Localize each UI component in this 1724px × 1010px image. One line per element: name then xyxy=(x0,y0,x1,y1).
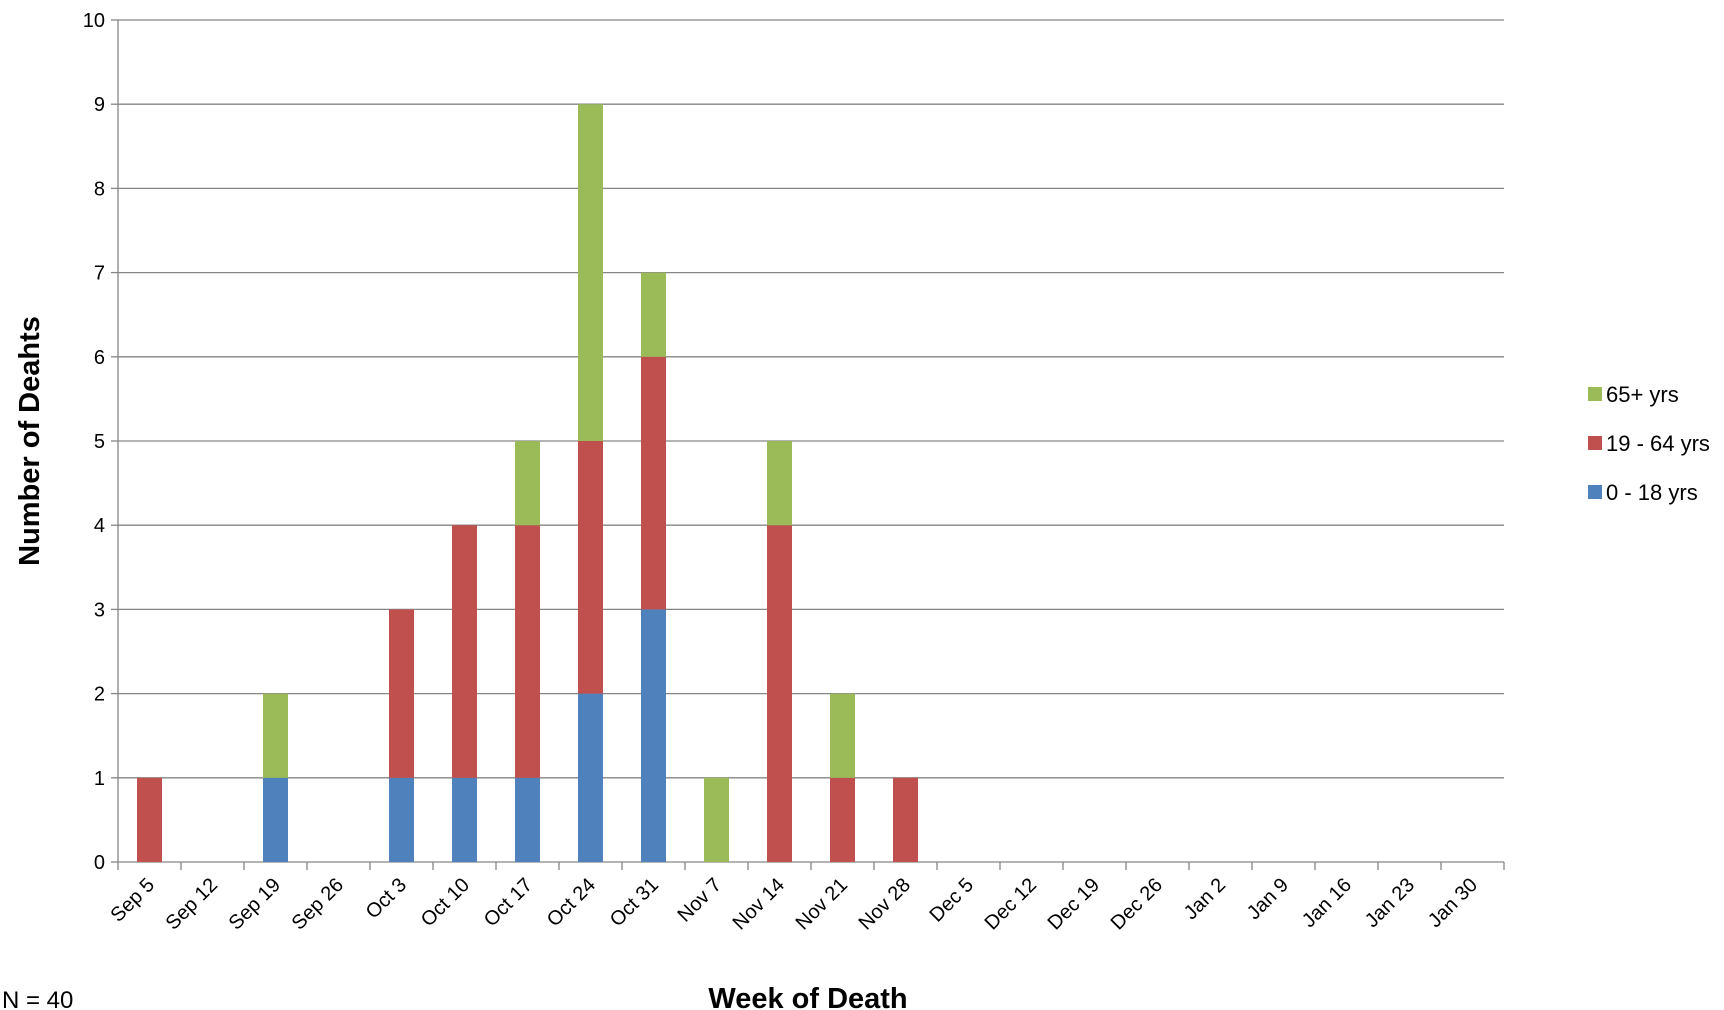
x-tick-label-jan-9: Jan 9 xyxy=(1243,874,1293,924)
bar-nov-21-series-2 xyxy=(830,693,855,778)
bar-nov-14-series-1 xyxy=(767,525,792,862)
y-tick-label-5: 5 xyxy=(94,431,105,453)
y-tick-label-9: 9 xyxy=(94,94,105,116)
bar-oct-24-series-1 xyxy=(578,441,603,694)
bar-nov-7-series-2 xyxy=(704,777,729,862)
bar-oct-31-series-1 xyxy=(641,356,666,610)
bar-oct-3-series-0 xyxy=(389,777,414,862)
x-tick-label-oct-10: Oct 10 xyxy=(417,874,474,931)
bar-sep-19-series-0 xyxy=(263,777,288,862)
bar-sep-5-series-1 xyxy=(137,777,162,862)
y-tick-label-4: 4 xyxy=(94,515,105,537)
x-tick-label-jan-30: Jan 30 xyxy=(1424,874,1482,932)
x-tick-label-dec-26: Dec 26 xyxy=(1107,874,1167,934)
bar-nov-28-series-1 xyxy=(893,777,918,862)
legend-label-0: 65+ yrs xyxy=(1606,382,1679,407)
legend-swatch-0 xyxy=(1588,387,1602,401)
legend-swatch-1 xyxy=(1588,436,1602,450)
bar-oct-17-series-2 xyxy=(515,441,540,526)
y-tick-label-1: 1 xyxy=(94,768,105,790)
bar-oct-17-series-1 xyxy=(515,525,540,778)
x-tick-label-oct-31: Oct 31 xyxy=(606,874,663,931)
bar-oct-24-series-0 xyxy=(578,693,603,862)
x-tick-label-oct-17: Oct 17 xyxy=(480,874,537,931)
x-tick-label-jan-23: Jan 23 xyxy=(1361,874,1419,932)
x-tick-label-sep-12: Sep 12 xyxy=(162,874,222,934)
y-axis-title: Number of Deahts xyxy=(14,316,46,566)
bar-oct-3-series-1 xyxy=(389,609,414,778)
x-tick-label-jan-16: Jan 16 xyxy=(1298,874,1356,932)
x-tick-label-sep-5: Sep 5 xyxy=(107,874,160,927)
legend-swatch-2 xyxy=(1588,485,1602,499)
bar-oct-31-series-0 xyxy=(641,609,666,862)
x-tick-label-sep-26: Sep 26 xyxy=(288,874,348,934)
bar-nov-21-series-1 xyxy=(830,777,855,862)
bar-oct-10-series-0 xyxy=(452,777,477,862)
y-tick-label-3: 3 xyxy=(94,599,105,621)
sample-size-note: N = 40 xyxy=(2,987,73,1010)
x-tick-label-sep-19: Sep 19 xyxy=(225,874,285,934)
x-tick-label-nov-7: Nov 7 xyxy=(674,874,727,927)
y-tick-label-6: 6 xyxy=(94,347,105,369)
x-tick-label-oct-24: Oct 24 xyxy=(543,874,600,931)
bar-nov-14-series-2 xyxy=(767,441,792,526)
bar-sep-19-series-2 xyxy=(263,693,288,778)
y-tick-label-8: 8 xyxy=(94,178,105,200)
x-tick-label-nov-28: Nov 28 xyxy=(855,874,915,934)
y-tick-label-2: 2 xyxy=(94,684,105,706)
y-tick-label-0: 0 xyxy=(94,852,105,874)
bar-oct-31-series-2 xyxy=(641,272,666,357)
x-axis-title: Week of Death xyxy=(708,983,907,1010)
x-tick-label-dec-19: Dec 19 xyxy=(1044,874,1104,934)
legend-label-2: 0 - 18 yrs xyxy=(1606,480,1698,505)
x-tick-label-dec-5: Dec 5 xyxy=(926,874,979,927)
bar-oct-24-series-2 xyxy=(578,104,603,441)
bar-oct-10-series-1 xyxy=(452,525,477,778)
x-tick-label-jan-2: Jan 2 xyxy=(1180,874,1230,924)
legend-label-1: 19 - 64 yrs xyxy=(1606,431,1710,456)
x-tick-label-dec-12: Dec 12 xyxy=(981,874,1041,934)
x-tick-label-oct-3: Oct 3 xyxy=(362,874,411,923)
x-tick-label-nov-21: Nov 21 xyxy=(792,874,852,934)
y-tick-label-10: 10 xyxy=(83,10,105,32)
bar-oct-17-series-0 xyxy=(515,777,540,862)
y-tick-label-7: 7 xyxy=(94,263,105,285)
x-tick-label-nov-14: Nov 14 xyxy=(729,874,789,934)
